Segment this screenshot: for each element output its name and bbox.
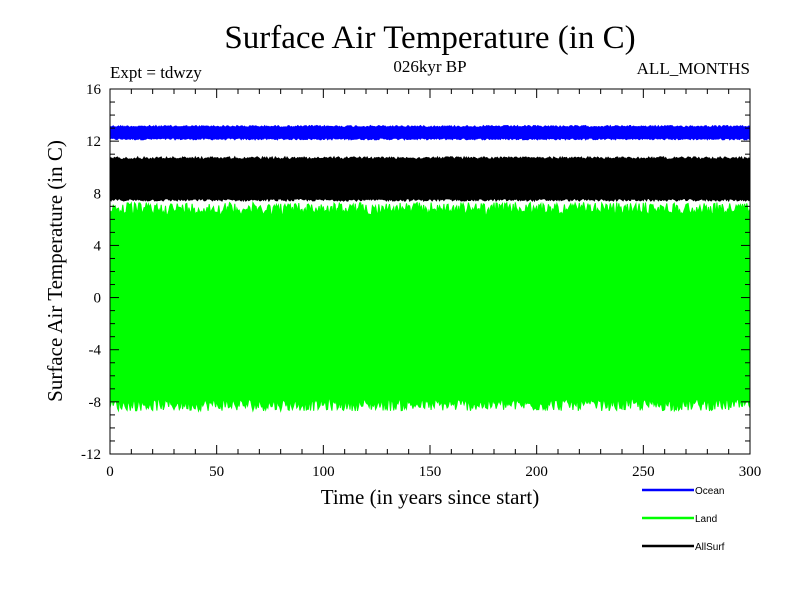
series-band-ocean xyxy=(109,124,751,141)
y-tick-label: -12 xyxy=(81,447,101,463)
series-band-land xyxy=(109,200,751,413)
series-allsurf xyxy=(109,155,751,203)
y-tick-label: 16 xyxy=(86,82,102,98)
x-tick-label: 150 xyxy=(419,464,442,480)
x-tick-label: 0 xyxy=(106,464,114,480)
x-axis-ticks: 0 50 100 150 200 250 300 xyxy=(106,89,761,480)
y-tick-label: 0 xyxy=(94,291,102,307)
legend-label: Land xyxy=(695,514,717,525)
x-tick-label: 250 xyxy=(632,464,655,480)
legend-item-land: Land xyxy=(642,514,717,525)
legend-label: Ocean xyxy=(695,486,724,497)
series-band-allsurf xyxy=(109,155,751,203)
chart-title: Surface Air Temperature (in C) xyxy=(224,20,635,56)
legend-label: AllSurf xyxy=(695,542,725,553)
legend-item-ocean: Ocean xyxy=(642,486,724,497)
y-tick-label: -4 xyxy=(89,343,102,359)
y-axis-label: Surface Air Temperature (in C) xyxy=(43,140,67,402)
series-ocean xyxy=(109,124,751,141)
legend: Ocean Land AllSurf xyxy=(642,486,725,553)
y-tick-label: 12 xyxy=(86,134,101,150)
y-tick-label: 8 xyxy=(94,186,102,202)
series-land xyxy=(109,200,751,413)
x-tick-label: 300 xyxy=(739,464,762,480)
chart-subtitle: 026kyr BP xyxy=(393,57,466,76)
y-tick-label: 4 xyxy=(94,238,102,254)
x-tick-label: 200 xyxy=(525,464,548,480)
x-tick-label: 50 xyxy=(209,464,224,480)
legend-item-allsurf: AllSurf xyxy=(642,542,725,553)
x-tick-label: 100 xyxy=(312,464,335,480)
months-label: ALL_MONTHS xyxy=(637,59,750,78)
plot-series xyxy=(109,124,751,413)
experiment-label: Expt = tdwzy xyxy=(110,63,202,82)
y-axis-ticks: -12 -8 -4 0 4 8 12 16 xyxy=(81,82,750,463)
y-tick-label: -8 xyxy=(89,395,102,411)
x-axis-label: Time (in years since start) xyxy=(321,485,540,509)
